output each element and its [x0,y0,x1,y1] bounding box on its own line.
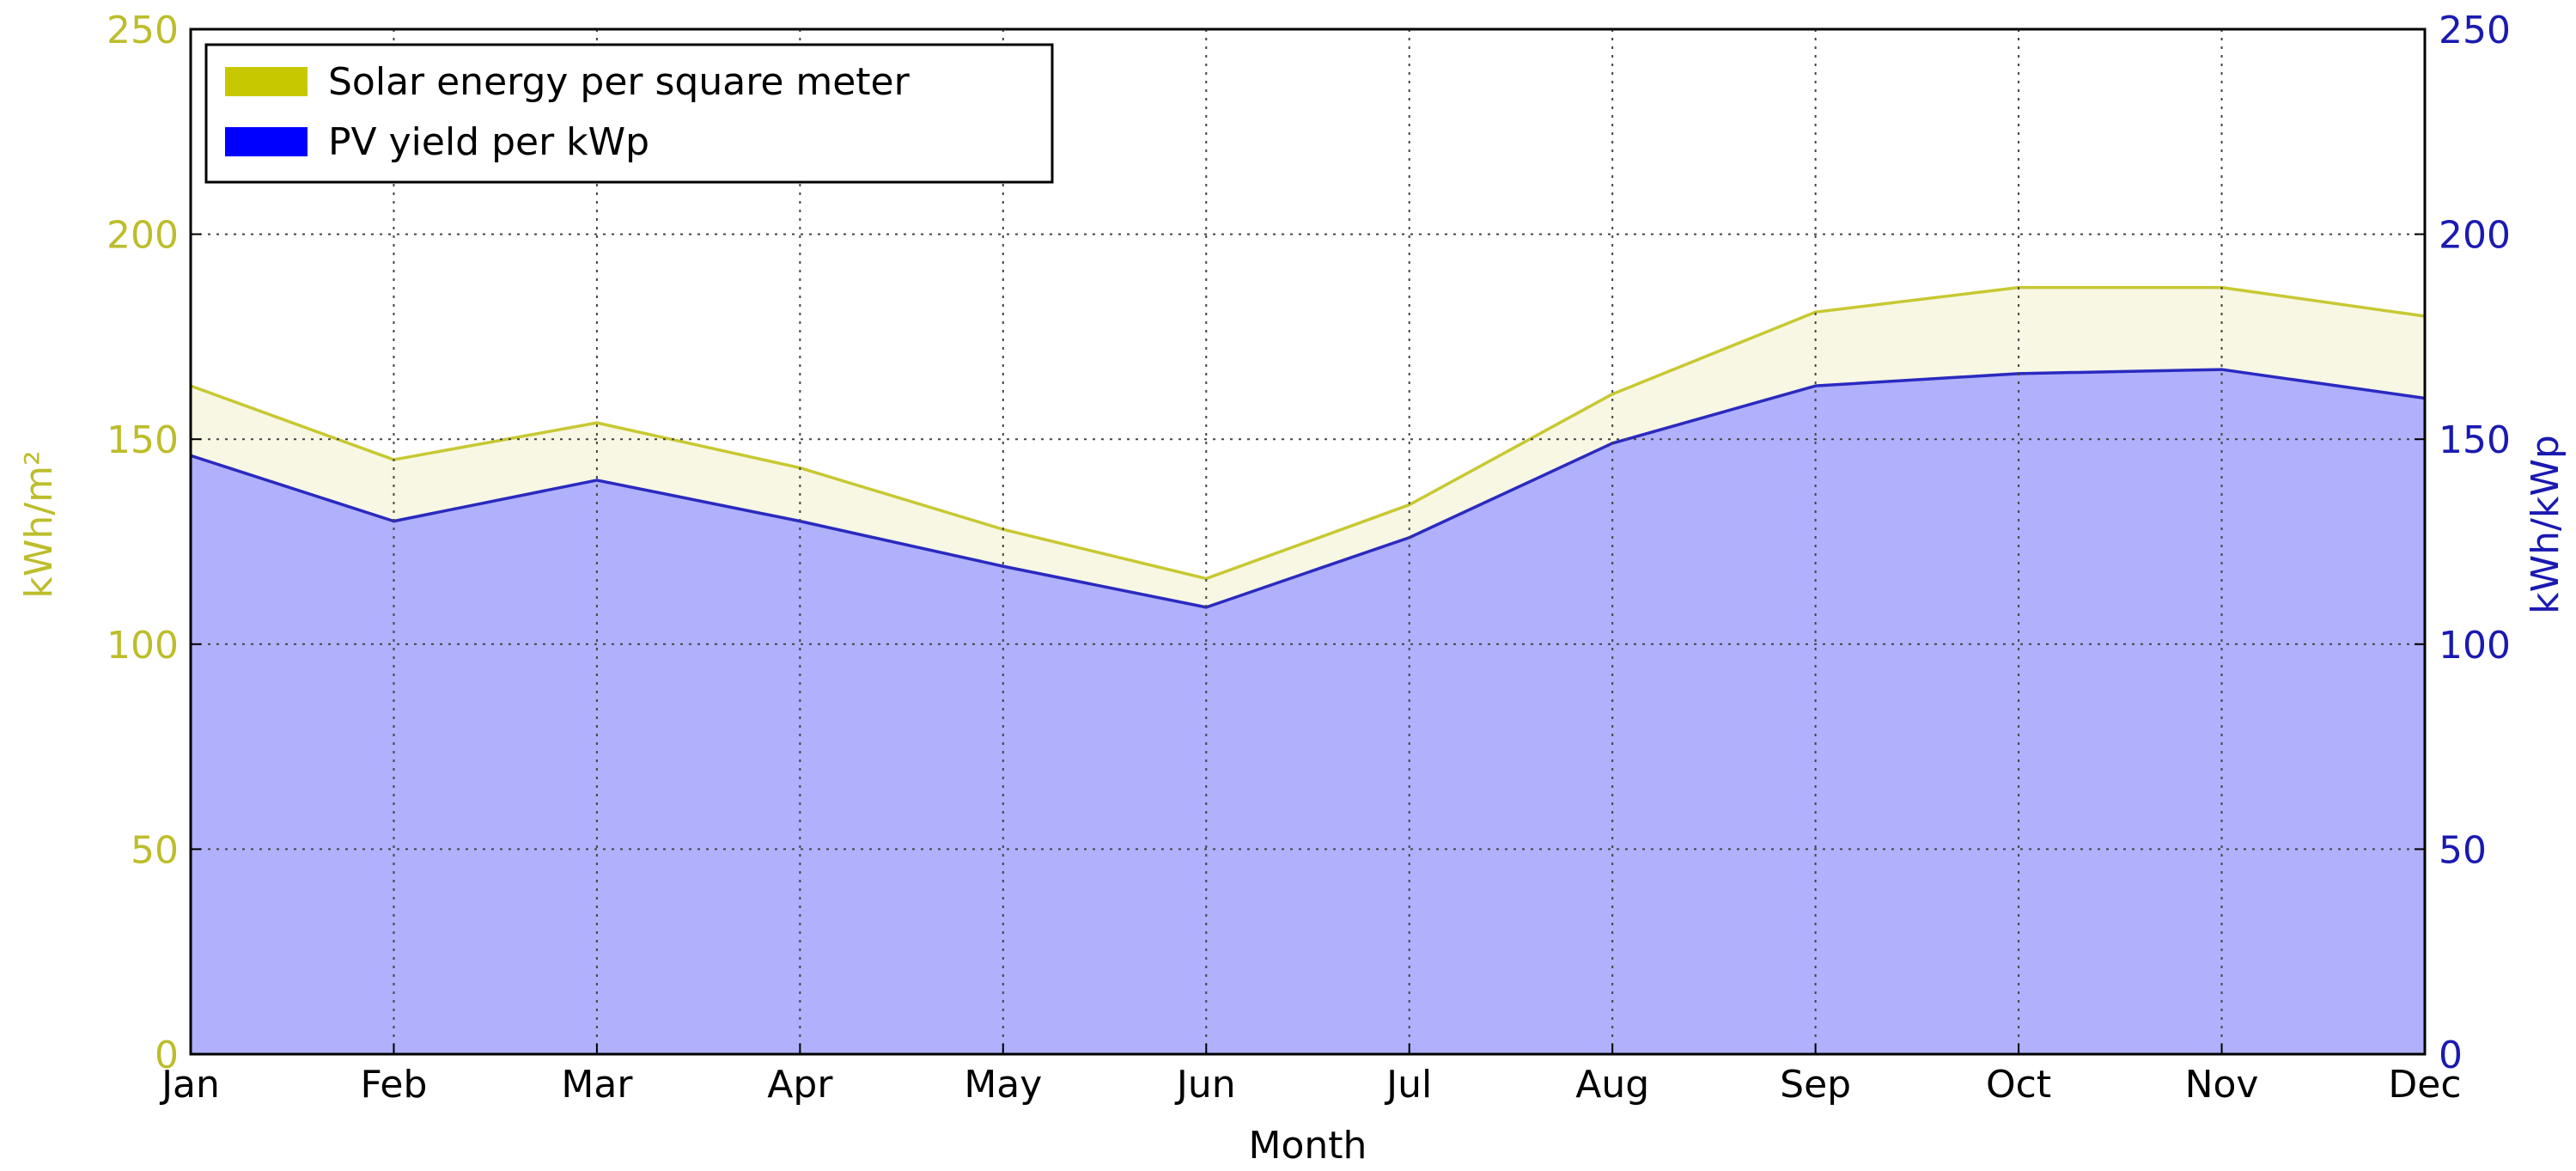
left-tick-label-0: 0 [155,1034,179,1077]
gridlines [191,29,2425,1054]
x-tick-label-jul: Jul [1384,1063,1432,1107]
x-tick-label-apr: Apr [767,1063,833,1107]
legend-swatch-solar [225,67,308,96]
left-tick-label-50: 50 [131,828,179,872]
x-tick-label-jun: Jun [1174,1063,1236,1107]
right-axis-label: kWh/kWp [2524,435,2567,614]
legend-label-solar: Solar energy per square meter [328,60,910,104]
right-tick-label-250: 250 [2439,9,2511,52]
x-tick-label-sep: Sep [1780,1063,1851,1107]
left-tick-label-250: 250 [107,9,179,52]
x-tick-label-nov: Nov [2185,1063,2259,1107]
legend-label-pv: PV yield per kWp [328,120,649,164]
right-tick-label-150: 150 [2439,418,2511,462]
x-tick-label-mar: Mar [561,1063,633,1107]
line-solar [190,285,2426,581]
plot-frame [189,27,2427,1056]
area-pv [191,369,2425,1054]
right-tick-label-100: 100 [2439,624,2511,668]
right-tick-label-50: 50 [2439,828,2487,872]
x-tick-label-aug: Aug [1575,1063,1649,1107]
plot-border [189,27,2427,1056]
left-axis-ticks: 0 50 100 150 200 250 [107,9,201,1077]
series-areas [190,285,2426,1054]
right-tick-label-200: 200 [2439,214,2511,258]
x-tick-label-jan: Jan [159,1063,220,1107]
x-tick-label-may: May [964,1063,1042,1107]
x-tick-label-dec: Dec [2388,1063,2461,1107]
right-axis-ticks: 0 50 100 150 200 250 [2415,9,2511,1077]
legend-swatch-pv [225,127,308,156]
right-tick-label-0: 0 [2439,1034,2463,1077]
x-axis-label: Month [1249,1124,1367,1168]
left-tick-label-200: 200 [107,214,179,258]
left-axis-label: kWh/m² [17,450,61,598]
x-tick-label-oct: Oct [1986,1063,2051,1107]
legend: Solar energy per square meter PV yield p… [204,43,1054,184]
line-pv [190,368,2426,609]
x-tick-label-feb: Feb [361,1063,428,1107]
left-tick-label-100: 100 [107,624,179,668]
legend-box [204,43,1054,184]
left-tick-label-150: 150 [107,418,179,462]
x-axis-ticks: Jan Feb Mar Apr May Jun Jul Aug Sep Oct Nov Dec [159,1044,2462,1107]
